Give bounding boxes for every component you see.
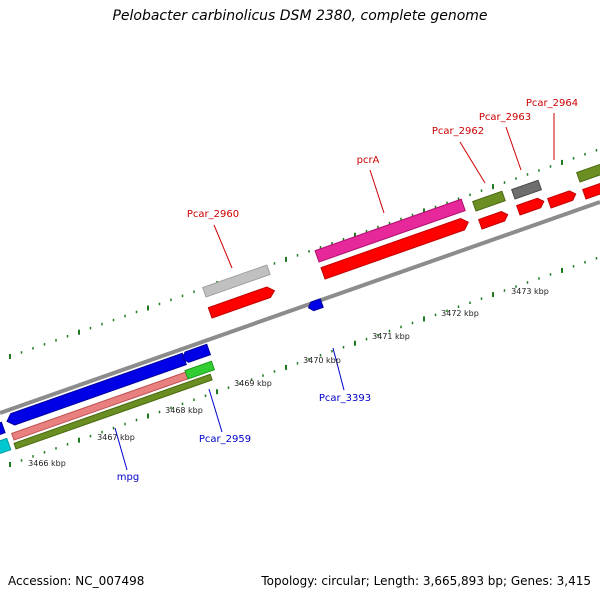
scale-label-3472: 3472 kbp	[441, 309, 479, 318]
feature-pcar-2960-red[interactable]	[207, 285, 276, 319]
feature-pcar-2959-blue[interactable]	[5, 352, 187, 427]
tick-row-upper	[9, 149, 598, 359]
scale-label-3470: 3470 kbp	[303, 356, 341, 365]
feature-pcar-3393-blue[interactable]	[307, 298, 324, 312]
figure-title: Pelobacter carbinolicus DSM 2380, comple…	[112, 8, 488, 24]
leader-pcra	[369, 169, 385, 214]
leader-pcar-2963	[505, 126, 522, 171]
feature-olive-long[interactable]	[13, 373, 213, 450]
scale-label-3473: 3473 kbp	[511, 287, 549, 296]
scale-label-3468: 3468 kbp	[165, 406, 203, 415]
scale-label-3469: 3469 kbp	[234, 379, 272, 388]
scale-label-3466: 3466 kbp	[28, 459, 66, 468]
label-mpg: mpg	[117, 472, 139, 483]
leader-mpg	[114, 427, 128, 471]
label-pcar-2960: Pcar_2960	[187, 209, 239, 220]
feature-pcar-2960-grey[interactable]	[202, 264, 271, 298]
feature-green-short[interactable]	[184, 360, 216, 380]
leader-pcar-3393	[332, 347, 345, 391]
genome-summary-text: Topology: circular; Length: 3,665,893 bp…	[261, 574, 591, 588]
feature-right-edge-olive[interactable]	[576, 158, 600, 183]
feature-pcar-2963-darkgrey[interactable]	[511, 179, 543, 200]
label-pcar-2962: Pcar_2962	[432, 126, 484, 137]
scale-label-3471: 3471 kbp	[372, 332, 410, 341]
feature-pcra-magenta[interactable]	[314, 198, 466, 263]
label-pcar-2963: Pcar_2963	[479, 112, 531, 123]
label-pcar-2959: Pcar_2959	[199, 434, 251, 445]
feature-right-edge-red[interactable]	[582, 178, 600, 200]
feature-left-edge-blue[interactable]	[0, 421, 6, 439]
feature-pcra-red[interactable]	[320, 217, 470, 280]
feature-pcar-2962-olive[interactable]	[472, 190, 506, 212]
label-pcra: pcrA	[357, 155, 380, 166]
accession-text: Accession: NC_007498	[8, 574, 145, 588]
leader-pcar-2960	[213, 224, 233, 269]
tick-row-lower	[9, 257, 598, 467]
feature-pcar-2964-red[interactable]	[547, 189, 578, 209]
scale-label-3467: 3467 kbp	[97, 433, 135, 442]
feature-pcar-2962-red[interactable]	[478, 210, 510, 230]
leader-pcar-2959	[208, 388, 223, 433]
label-pcar-2964: Pcar_2964	[526, 98, 578, 109]
leader-pcar-2962	[459, 141, 486, 184]
feature-left-edge-cyan[interactable]	[0, 437, 12, 458]
feature-pcar-2963-red[interactable]	[516, 197, 546, 216]
label-pcar-3393: Pcar_3393	[319, 393, 371, 404]
feature-blue-short[interactable]	[180, 343, 212, 364]
genome-backbone	[0, 200, 600, 415]
